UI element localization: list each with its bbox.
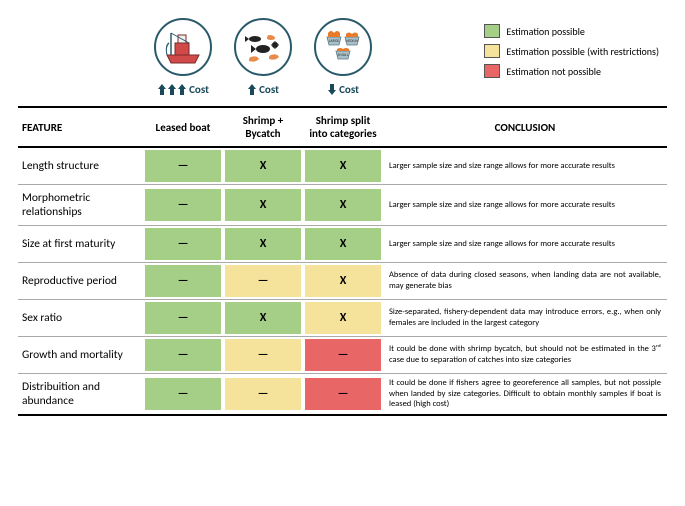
scenario-shrimp-categories: LARGE MEDIUM SMALL — [303, 18, 383, 96]
table-row: Growth and mortality———It could be done … — [18, 337, 667, 374]
scenario-shrimp-bycatch: Cost — [223, 18, 303, 96]
status-cell: — — [143, 226, 223, 263]
table-row: Reproductive period——XAbsence of data du… — [18, 263, 667, 300]
boat-icon — [154, 18, 212, 76]
legend-swatch — [484, 64, 500, 78]
feature-cell: Reproductive period — [18, 263, 143, 300]
legend-swatch — [484, 24, 500, 38]
arrows-up-3-icon — [157, 82, 187, 96]
legend-item: Estimation possible — [484, 24, 659, 38]
status-cell: — — [303, 337, 383, 374]
table-body: Length structure—XXLarger sample size an… — [18, 147, 667, 415]
header-feature: FEATURE — [18, 107, 143, 147]
scenario-icons: Cost Co — [143, 18, 383, 96]
status-cell: — — [303, 374, 383, 416]
cost-indicator-bycatch: Cost — [247, 82, 279, 96]
feature-cell: Distribuition and abundance — [18, 374, 143, 416]
table-row: Sex ratio—XXSize-separated, fishery-depe… — [18, 300, 667, 337]
feature-cell: Sex ratio — [18, 300, 143, 337]
conclusion-cell: It could be done if fishers agree to geo… — [383, 374, 667, 416]
arrow-up-icon — [247, 82, 257, 96]
status-cell: X — [303, 185, 383, 226]
status-cell: X — [303, 226, 383, 263]
legend-label: Estimation possible (with restrictions) — [506, 45, 659, 58]
status-cell: X — [303, 147, 383, 185]
status-cell: X — [223, 300, 303, 337]
legend-label: Estimation not possible — [506, 65, 601, 78]
feature-cell: Size at first maturity — [18, 226, 143, 263]
header-shrimp-bycatch: Shrimp + Bycatch — [223, 107, 303, 147]
bycatch-icon — [234, 18, 292, 76]
legend-item: Estimation not possible — [484, 64, 659, 78]
feature-cell: Growth and mortality — [18, 337, 143, 374]
conclusion-cell: It could be done with shrimp bycatch, bu… — [383, 337, 667, 374]
status-cell: — — [223, 337, 303, 374]
table-row: Distribuition and abundance———It could b… — [18, 374, 667, 416]
feature-cell: Length structure — [18, 147, 143, 185]
status-cell: — — [143, 374, 223, 416]
status-cell: — — [143, 337, 223, 374]
header-shrimp-categories: Shrimp split into categories — [303, 107, 383, 147]
table-row: Morphometric relationships—XXLarger samp… — [18, 185, 667, 226]
header-leased-boat: Leased boat — [143, 107, 223, 147]
top-row: Cost Co — [18, 18, 667, 96]
conclusion-cell: Absence of data during closed seasons, w… — [383, 263, 667, 300]
header-conclusion: CONCLUSION — [383, 107, 667, 147]
cost-label: Cost — [339, 83, 359, 96]
header-row: FEATURE Leased boat Shrimp + Bycatch Shr… — [18, 107, 667, 147]
basket-label-small: SMALL — [338, 53, 349, 58]
conclusion-cell: Larger sample size and size range allows… — [383, 185, 667, 226]
status-cell: — — [223, 374, 303, 416]
basket-label-large: LARGE — [329, 39, 340, 44]
legend-label: Estimation possible — [506, 25, 584, 38]
cost-indicator-categories: Cost — [327, 82, 359, 96]
conclusion-cell: Larger sample size and size range allows… — [383, 147, 667, 185]
status-cell: X — [303, 300, 383, 337]
cost-indicator-leased: Cost — [157, 82, 209, 96]
status-cell: X — [303, 263, 383, 300]
legend: Estimation possible Estimation possible (… — [484, 18, 667, 78]
categories-icon: LARGE MEDIUM SMALL — [314, 18, 372, 76]
feature-cell: Morphometric relationships — [18, 185, 143, 226]
scenario-leased-boat: Cost — [143, 18, 223, 96]
status-cell: — — [143, 300, 223, 337]
cost-label: Cost — [259, 83, 279, 96]
table-row: Length structure—XXLarger sample size an… — [18, 147, 667, 185]
status-cell: X — [223, 226, 303, 263]
status-cell: — — [143, 147, 223, 185]
status-cell: — — [143, 263, 223, 300]
legend-swatch — [484, 44, 500, 58]
legend-item: Estimation possible (with restrictions) — [484, 44, 659, 58]
table-row: Size at first maturity—XXLarger sample s… — [18, 226, 667, 263]
status-cell: X — [223, 147, 303, 185]
status-cell: X — [223, 185, 303, 226]
arrow-down-icon — [327, 82, 337, 96]
status-cell: — — [223, 263, 303, 300]
conclusion-cell: Larger sample size and size range allows… — [383, 226, 667, 263]
basket-label-medium: MEDIUM — [346, 39, 359, 43]
conclusion-cell: Size-separated, fishery-dependent data m… — [383, 300, 667, 337]
comparison-table: FEATURE Leased boat Shrimp + Bycatch Shr… — [18, 106, 667, 416]
status-cell: — — [143, 185, 223, 226]
cost-label: Cost — [189, 83, 209, 96]
